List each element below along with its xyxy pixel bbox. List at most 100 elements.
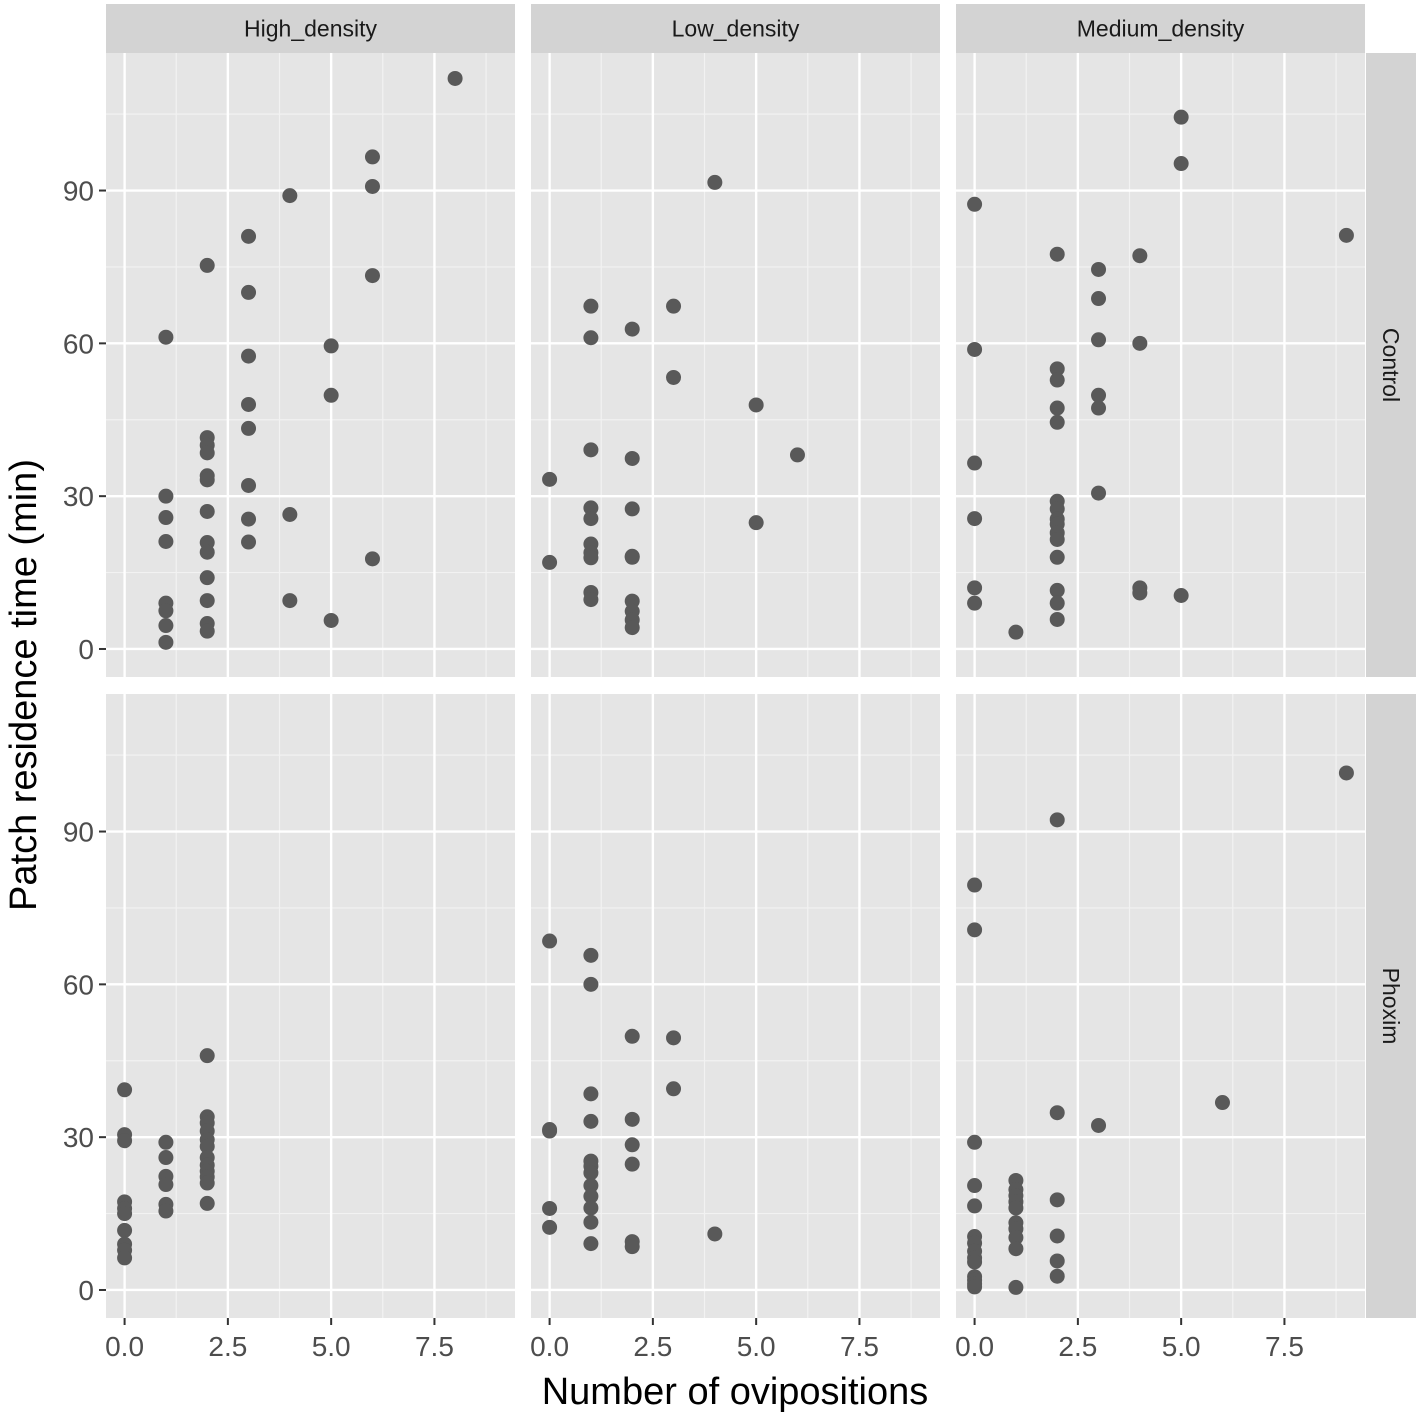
data-point bbox=[1049, 414, 1065, 430]
data-point bbox=[199, 1175, 215, 1191]
data-point bbox=[199, 1195, 215, 1211]
data-point bbox=[624, 1111, 640, 1127]
row-strip-label: Phoxim bbox=[1378, 968, 1404, 1045]
data-point bbox=[707, 174, 723, 190]
data-point bbox=[583, 442, 599, 458]
x-tick-label: 5.0 bbox=[737, 1331, 776, 1362]
data-point bbox=[583, 1188, 599, 1204]
data-point bbox=[967, 511, 983, 527]
data-point bbox=[967, 1134, 983, 1150]
x-tick-label: 2.5 bbox=[1058, 1331, 1097, 1362]
facet-panel-Low_density-Phoxim bbox=[531, 694, 940, 1318]
panel-background bbox=[106, 694, 515, 1318]
data-point bbox=[624, 450, 640, 466]
row-strip-Control: Control bbox=[1366, 53, 1416, 677]
data-point bbox=[1049, 1192, 1065, 1208]
data-point bbox=[583, 1200, 599, 1216]
strip-background bbox=[531, 4, 940, 53]
data-point bbox=[967, 922, 983, 938]
y-tick-label: 30 bbox=[63, 1122, 94, 1153]
data-point bbox=[1214, 1095, 1230, 1111]
y-tick-label: 60 bbox=[63, 969, 94, 1000]
x-tick-label: 7.5 bbox=[840, 1331, 879, 1362]
data-point bbox=[1049, 582, 1065, 598]
data-point bbox=[748, 397, 764, 413]
axes: 0 30 60 90 0 30 60 90 0.0 2.5 5.0 7.5 0.0 2.5 5.0 7.5 0.… bbox=[63, 176, 1304, 1362]
x-tick-label: 0.0 bbox=[530, 1331, 569, 1362]
data-point bbox=[583, 1086, 599, 1102]
data-point bbox=[583, 1178, 599, 1194]
y-tick-label: 0 bbox=[78, 1275, 94, 1306]
data-point bbox=[1049, 1105, 1065, 1121]
data-point bbox=[624, 501, 640, 517]
data-point bbox=[282, 507, 298, 523]
data-point bbox=[583, 511, 599, 527]
data-point bbox=[1049, 361, 1065, 377]
data-point bbox=[1091, 332, 1107, 348]
data-point bbox=[1091, 400, 1107, 416]
data-point bbox=[542, 471, 558, 487]
data-point bbox=[1173, 156, 1189, 172]
data-point bbox=[364, 551, 380, 567]
data-point bbox=[1049, 1228, 1065, 1244]
data-point bbox=[789, 447, 805, 463]
data-point bbox=[158, 329, 174, 345]
y-tick-label: 90 bbox=[63, 817, 94, 848]
y-axis-title: Patch residence time (min) bbox=[3, 459, 45, 911]
data-point bbox=[1049, 1268, 1065, 1284]
data-point bbox=[967, 1198, 983, 1214]
column-strip-Medium_density: Medium_density bbox=[956, 4, 1365, 53]
data-point bbox=[117, 1206, 133, 1222]
data-point bbox=[967, 196, 983, 212]
data-point bbox=[447, 70, 463, 86]
data-point bbox=[583, 947, 599, 963]
x-axis-title: Number of ovipositions bbox=[542, 1371, 929, 1413]
data-point bbox=[583, 330, 599, 346]
facet-panels bbox=[106, 53, 1365, 1318]
data-point bbox=[199, 593, 215, 609]
data-point bbox=[117, 1222, 133, 1238]
data-point bbox=[583, 592, 599, 608]
data-point bbox=[1173, 587, 1189, 603]
data-point bbox=[583, 1236, 599, 1252]
data-point bbox=[241, 534, 257, 550]
data-point bbox=[323, 338, 339, 354]
data-point bbox=[748, 515, 764, 531]
data-point bbox=[117, 1133, 133, 1149]
data-point bbox=[1049, 595, 1065, 611]
data-point bbox=[241, 420, 257, 436]
data-point bbox=[1091, 261, 1107, 277]
data-point bbox=[542, 1219, 558, 1235]
facet-panel-Medium_density-Phoxim bbox=[956, 694, 1365, 1318]
data-point bbox=[1338, 765, 1354, 781]
data-point bbox=[583, 550, 599, 566]
data-point bbox=[199, 503, 215, 519]
data-point bbox=[1173, 109, 1189, 125]
data-point bbox=[117, 1250, 133, 1266]
y-tick-label: 0 bbox=[78, 634, 94, 665]
data-point bbox=[364, 178, 380, 194]
data-point bbox=[1008, 1230, 1024, 1246]
data-point bbox=[1132, 585, 1148, 601]
strip-background bbox=[956, 4, 1365, 53]
strip-background bbox=[1366, 694, 1416, 1318]
facet-panel-High_density-Phoxim bbox=[106, 694, 515, 1318]
data-point bbox=[1049, 549, 1065, 565]
data-point bbox=[666, 1030, 682, 1046]
data-point bbox=[542, 1200, 558, 1216]
data-point bbox=[364, 149, 380, 165]
data-point bbox=[666, 298, 682, 314]
data-point bbox=[158, 634, 174, 650]
data-point bbox=[666, 1081, 682, 1097]
data-point bbox=[241, 511, 257, 527]
data-point bbox=[1049, 611, 1065, 627]
data-point bbox=[1008, 1241, 1024, 1257]
data-point bbox=[583, 1165, 599, 1181]
x-tick-label: 7.5 bbox=[415, 1331, 454, 1362]
strip-background bbox=[1366, 53, 1416, 677]
row-strip-Phoxim: Phoxim bbox=[1366, 694, 1416, 1318]
data-point bbox=[1049, 400, 1065, 416]
data-point bbox=[282, 593, 298, 609]
data-point bbox=[583, 1214, 599, 1230]
